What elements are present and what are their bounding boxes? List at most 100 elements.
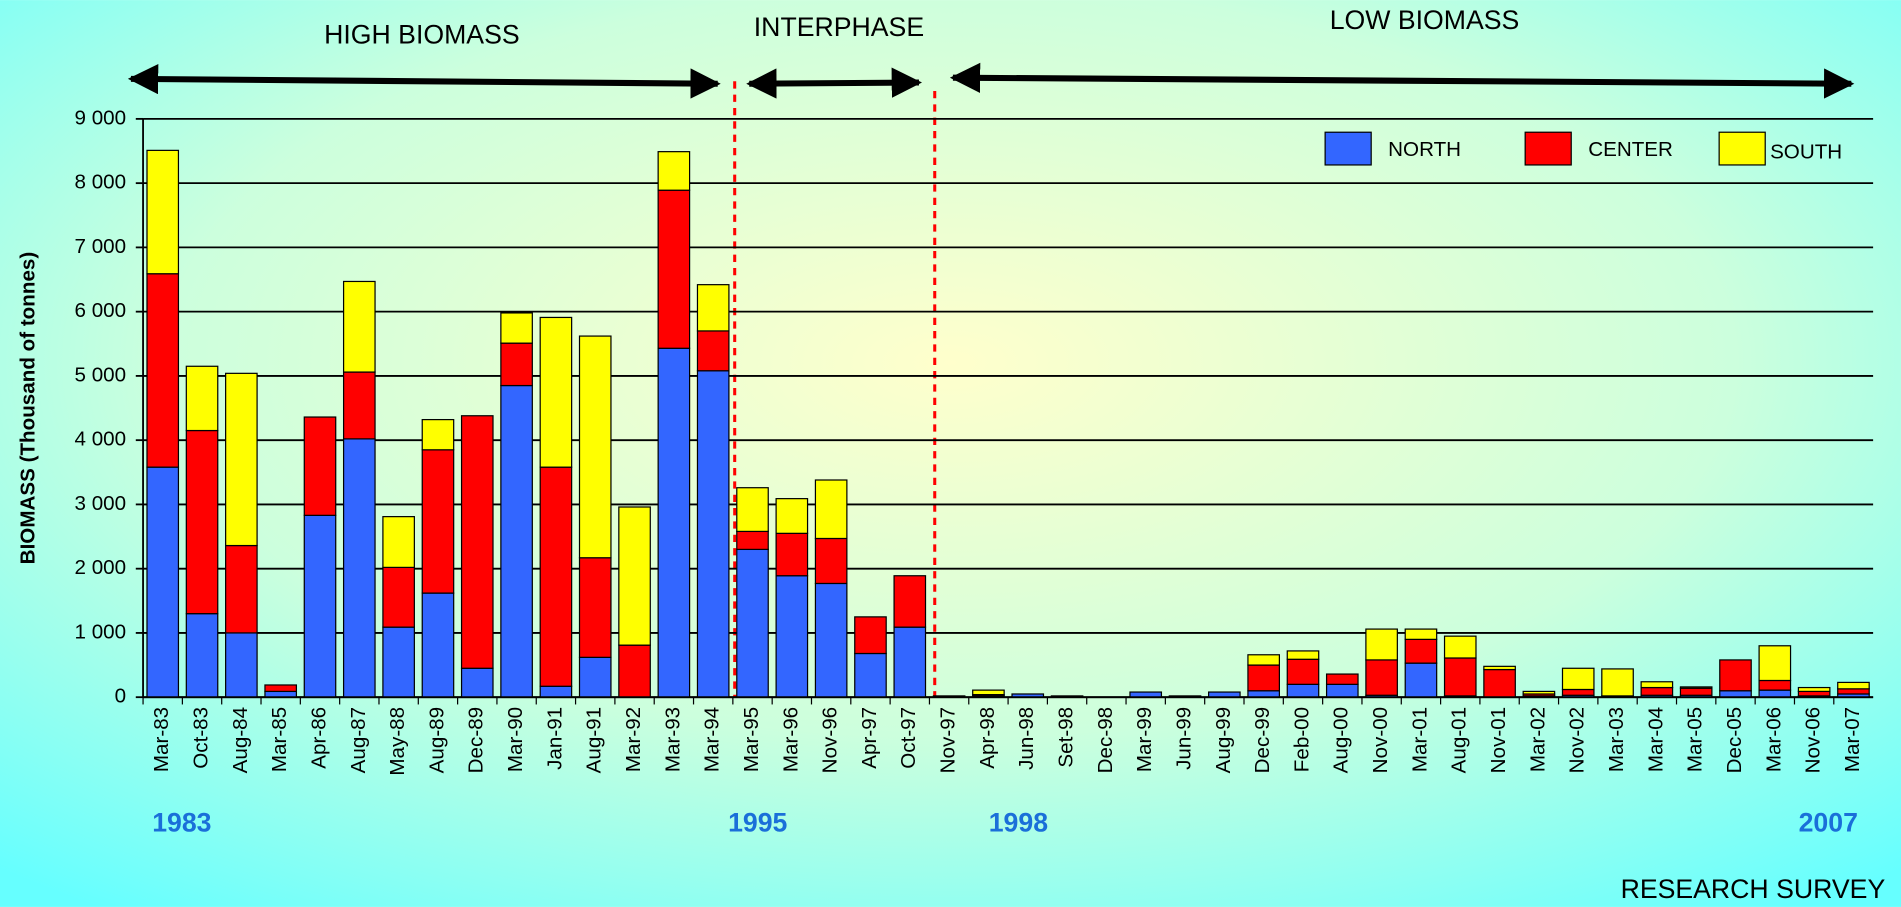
x-tick-label: Mar-90 xyxy=(504,707,527,772)
bar-segment xyxy=(500,384,533,698)
phase-arrow xyxy=(949,62,1855,99)
bar-segment xyxy=(1561,688,1595,696)
bar-segment xyxy=(854,652,887,698)
x-tick-label: Jan-91 xyxy=(543,707,566,770)
bar-segment xyxy=(1797,690,1831,697)
bar-segment xyxy=(460,667,494,698)
x-tick-label: Mar-02 xyxy=(1526,707,1549,772)
bar-segment xyxy=(1404,662,1438,698)
x-tick-label: Mar-85 xyxy=(268,707,291,772)
x-tick-label: Mar-07 xyxy=(1841,707,1864,772)
y-tick-label: 0 xyxy=(115,685,126,708)
x-tick-label: Apr-97 xyxy=(858,707,881,769)
y-tick-label: 6 000 xyxy=(75,299,127,322)
bar-segment xyxy=(1719,659,1752,692)
bar-segment xyxy=(421,449,455,594)
bar-segment xyxy=(185,429,219,615)
annotation: LOW BIOMASS xyxy=(1330,5,1520,35)
bar-segment xyxy=(500,342,533,387)
bar-segment xyxy=(1247,664,1280,692)
bar-segment xyxy=(1640,686,1674,696)
annotation: INTERPHASE xyxy=(754,12,924,42)
x-tick-label: Nov-02 xyxy=(1566,707,1589,773)
bar-segment xyxy=(657,347,691,698)
annotation: 2007 xyxy=(1799,808,1858,838)
y-tick-label: 9 000 xyxy=(75,106,127,129)
bar-segment xyxy=(225,372,258,547)
phase-arrow xyxy=(127,63,721,99)
bar-segment xyxy=(696,370,730,698)
annotation: HIGH BIOMASS xyxy=(324,19,520,49)
x-tick-label: Mar-99 xyxy=(1133,707,1156,772)
bar-segment xyxy=(1286,658,1320,685)
x-tick-label: Mar-03 xyxy=(1605,707,1628,772)
x-tick-label: Dec-05 xyxy=(1723,707,1746,773)
bar-segment xyxy=(1679,687,1713,696)
bar-segment xyxy=(1758,679,1792,691)
bar-segment xyxy=(814,537,848,585)
x-tick-label: Mar-94 xyxy=(701,707,724,772)
bar-segment xyxy=(775,575,809,698)
x-tick-label: Nov-06 xyxy=(1802,707,1825,773)
bar-segment xyxy=(500,312,533,344)
bar-segment xyxy=(893,626,927,698)
bar-segment xyxy=(1758,645,1792,682)
bar-segment xyxy=(185,365,219,432)
bar-segment xyxy=(657,151,691,191)
x-tick-label: Apr-98 xyxy=(976,707,999,769)
bar-segment xyxy=(264,684,298,693)
bar-segment xyxy=(421,418,455,451)
bar-segment xyxy=(421,592,455,698)
x-tick-label: Oct-97 xyxy=(897,707,920,769)
bar-segment xyxy=(1837,681,1870,690)
x-tick-label: Nov-01 xyxy=(1487,707,1510,773)
bar-segment xyxy=(1404,638,1438,664)
x-tick-label: Aug-01 xyxy=(1448,707,1471,773)
bar-segment xyxy=(146,466,180,698)
x-tick-label: Dec-89 xyxy=(465,707,488,773)
x-tick-label: Mar-95 xyxy=(740,707,763,772)
x-tick-label: Nov-97 xyxy=(937,707,960,773)
bar-segment xyxy=(382,516,415,568)
bar-segment xyxy=(657,189,691,349)
y-tick-label: 8 000 xyxy=(75,171,127,194)
bar-segment xyxy=(1483,665,1516,671)
bar-segment xyxy=(1640,681,1674,689)
bar-segment xyxy=(539,685,573,698)
bar-segment xyxy=(1404,628,1438,640)
bar-segment xyxy=(1522,690,1556,695)
x-tick-label: Aug-99 xyxy=(1212,707,1235,773)
bar-segment xyxy=(146,149,180,275)
bar-segment xyxy=(1679,686,1713,689)
bar-segment xyxy=(1247,690,1280,698)
bar-segment xyxy=(578,557,612,658)
bar-segment xyxy=(1443,657,1477,697)
x-tick-label: Aug-89 xyxy=(425,707,448,773)
x-tick-label: Jun-99 xyxy=(1172,707,1195,770)
bar-segment xyxy=(1561,667,1595,691)
bar-segment xyxy=(1483,668,1516,698)
bar-segment xyxy=(775,498,809,534)
phase-arrow xyxy=(746,67,923,99)
legend-label: NORTH xyxy=(1388,138,1461,161)
bar-segment xyxy=(1719,690,1752,698)
bar-segment xyxy=(893,575,927,628)
bar-segment xyxy=(814,582,848,698)
bar-segment xyxy=(1286,650,1320,660)
x-tick-label: Jun-98 xyxy=(1015,707,1038,770)
bar-segment xyxy=(146,273,180,468)
bar-segment xyxy=(1286,683,1320,698)
y-tick-label: 1 000 xyxy=(75,620,127,643)
bar-segment xyxy=(225,544,258,634)
legend-swatch xyxy=(1524,131,1572,166)
bar-segment xyxy=(342,438,376,698)
x-tick-label: Feb-00 xyxy=(1290,707,1313,772)
y-tick-label: 2 000 xyxy=(75,556,127,579)
bar-segment xyxy=(814,479,848,540)
bar-segment xyxy=(736,530,769,551)
bar-segment xyxy=(578,335,612,559)
x-tick-label: Aug-91 xyxy=(583,707,606,773)
bar-segment xyxy=(185,613,219,698)
y-tick-label: 3 000 xyxy=(75,492,127,515)
y-tick-label: 7 000 xyxy=(75,235,127,258)
